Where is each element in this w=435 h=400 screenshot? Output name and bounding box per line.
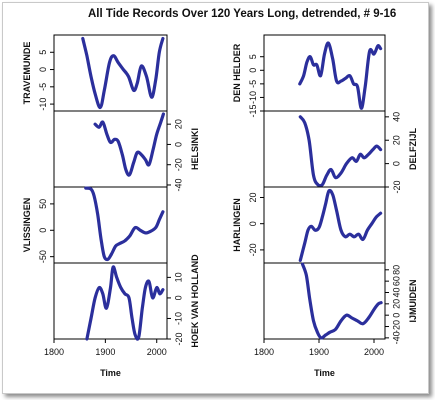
y-tick-label: -20	[174, 158, 184, 171]
series-line-helsinki	[93, 112, 165, 177]
y-tick-label: -15	[248, 104, 258, 117]
y-tick-label: -20	[248, 243, 258, 256]
x-axis-label: Time	[100, 368, 121, 378]
series-label-ijmuiden: IJMUIDEN	[408, 279, 418, 322]
y-tick-label: 0	[248, 221, 258, 226]
x-axis-label: Time	[314, 368, 335, 378]
panel-frame	[53, 262, 168, 340]
y-tick-label: 20	[392, 135, 402, 145]
figure-title: All Tide Records Over 120 Years Long, de…	[88, 8, 397, 20]
y-tick-label: 50	[38, 199, 48, 209]
panel-hoek-van-holland: -20 -10 0 10 HOEK VAN HOLLAND	[53, 254, 200, 348]
y-tick-label: -20	[392, 180, 402, 193]
y-tick-label: 5	[38, 50, 48, 55]
panel-den-helder: -15-10 -5 0 5 DEN HELDER	[232, 34, 386, 118]
y-tick-label: -50	[38, 250, 48, 263]
x-axis-2: 1800 1900 2000 Time	[254, 339, 384, 378]
series-line-ijmuiden	[300, 262, 383, 340]
y-tick-label: 0	[38, 67, 48, 72]
x-tick-label: 2000	[364, 347, 384, 357]
panel-harlingen: -20 0 20 HARLINGEN	[232, 186, 386, 264]
panel-frame	[53, 110, 168, 188]
y-tick-label: 20	[392, 299, 402, 309]
y-tick-label: 0	[174, 142, 184, 147]
figure-frame	[2, 2, 429, 394]
y-tick-label: 20	[174, 119, 184, 129]
series-line-hoek-van-holland	[85, 265, 165, 341]
y-tick-label: -20	[392, 320, 402, 333]
y-tick-label: -10	[174, 312, 184, 325]
y-tick-label: -5	[38, 83, 48, 91]
y-tick-label: -40	[174, 178, 184, 191]
y-tick-label: -10	[38, 98, 48, 111]
x-axis-1: 1800 1900 2000 Time	[44, 339, 167, 378]
series-label-den-helder: DEN HELDER	[232, 43, 242, 102]
y-tick-label: 80	[392, 265, 402, 275]
y-tick-label: 40	[392, 287, 402, 297]
series-label-helsinki: HELSINKI	[190, 128, 200, 170]
y-tick-label: 20	[248, 192, 258, 202]
panel-frame	[263, 110, 386, 188]
panel-frame	[263, 262, 386, 340]
panel-frame	[263, 186, 386, 264]
y-tick-label: -10	[248, 91, 258, 104]
y-tick-label: -40	[392, 331, 402, 344]
panel-frame	[53, 186, 168, 264]
x-tick-label: 1800	[254, 347, 274, 357]
y-tick-label: 0	[174, 295, 184, 300]
series-label-travemunde: TRAVEMUNDE	[22, 42, 32, 105]
panel-travemunde: -10 -5 0 5 TRAVEMUNDE	[22, 34, 168, 112]
y-tick-label: 60	[392, 276, 402, 286]
series-line-delfzijl	[298, 115, 383, 188]
series-line-vlissingen	[84, 186, 165, 262]
y-tick-label: 0	[392, 161, 402, 166]
y-tick-label: 0	[392, 313, 402, 318]
y-tick-label: 10	[174, 272, 184, 282]
y-tick-label: -5	[248, 80, 258, 88]
y-tick-label: 5	[248, 54, 258, 59]
x-tick-label: 2000	[147, 347, 167, 357]
x-tick-label: 1900	[309, 347, 329, 357]
series-label-hoek-van-holland: HOEK VAN HOLLAND	[190, 254, 200, 348]
series-line-travemunde	[81, 36, 165, 110]
y-tick-label: 40	[392, 112, 402, 122]
series-line-harlingen	[298, 188, 383, 262]
y-tick-label: -20	[174, 332, 184, 345]
y-tick-label: 0	[38, 228, 48, 233]
y-tick-label: 0	[248, 68, 258, 73]
series-line-den-helder	[298, 41, 383, 110]
series-label-vlissingen: VLISSINGEN	[22, 198, 32, 253]
series-label-harlingen: HARLINGEN	[232, 198, 242, 252]
panel-vlissingen: -50 0 50 VLISSINGEN	[22, 186, 168, 264]
series-label-delfzijl: DELFZIJL	[408, 127, 418, 170]
panel-frame	[53, 34, 168, 112]
panel-delfzijl: -20 0 20 40 DELFZIJL	[263, 110, 418, 194]
x-tick-label: 1900	[95, 347, 115, 357]
panel-helsinki: -40 -20 0 20 HELSINKI	[53, 110, 200, 191]
x-tick-label: 1800	[44, 347, 64, 357]
